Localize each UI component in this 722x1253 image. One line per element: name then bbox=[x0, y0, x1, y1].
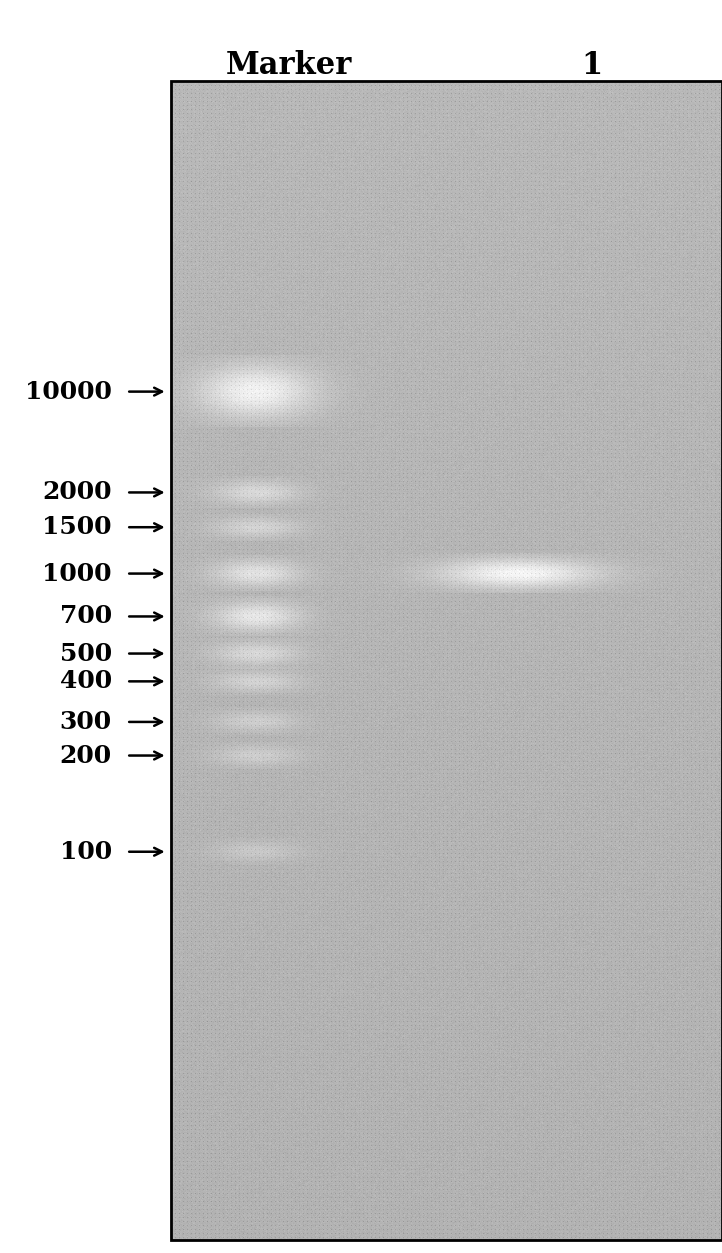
Text: 2000: 2000 bbox=[43, 480, 112, 505]
Text: 100: 100 bbox=[60, 840, 112, 863]
Text: 700: 700 bbox=[60, 604, 112, 629]
Text: 400: 400 bbox=[60, 669, 112, 693]
Text: 200: 200 bbox=[60, 743, 112, 768]
Text: Marker: Marker bbox=[225, 50, 352, 80]
Text: 10000: 10000 bbox=[25, 380, 112, 403]
Text: 1500: 1500 bbox=[43, 515, 112, 539]
Text: 1000: 1000 bbox=[43, 561, 112, 585]
Text: 500: 500 bbox=[60, 642, 112, 665]
Text: 300: 300 bbox=[60, 710, 112, 734]
Bar bbox=[171, 81, 722, 1240]
Text: 1: 1 bbox=[581, 50, 603, 80]
